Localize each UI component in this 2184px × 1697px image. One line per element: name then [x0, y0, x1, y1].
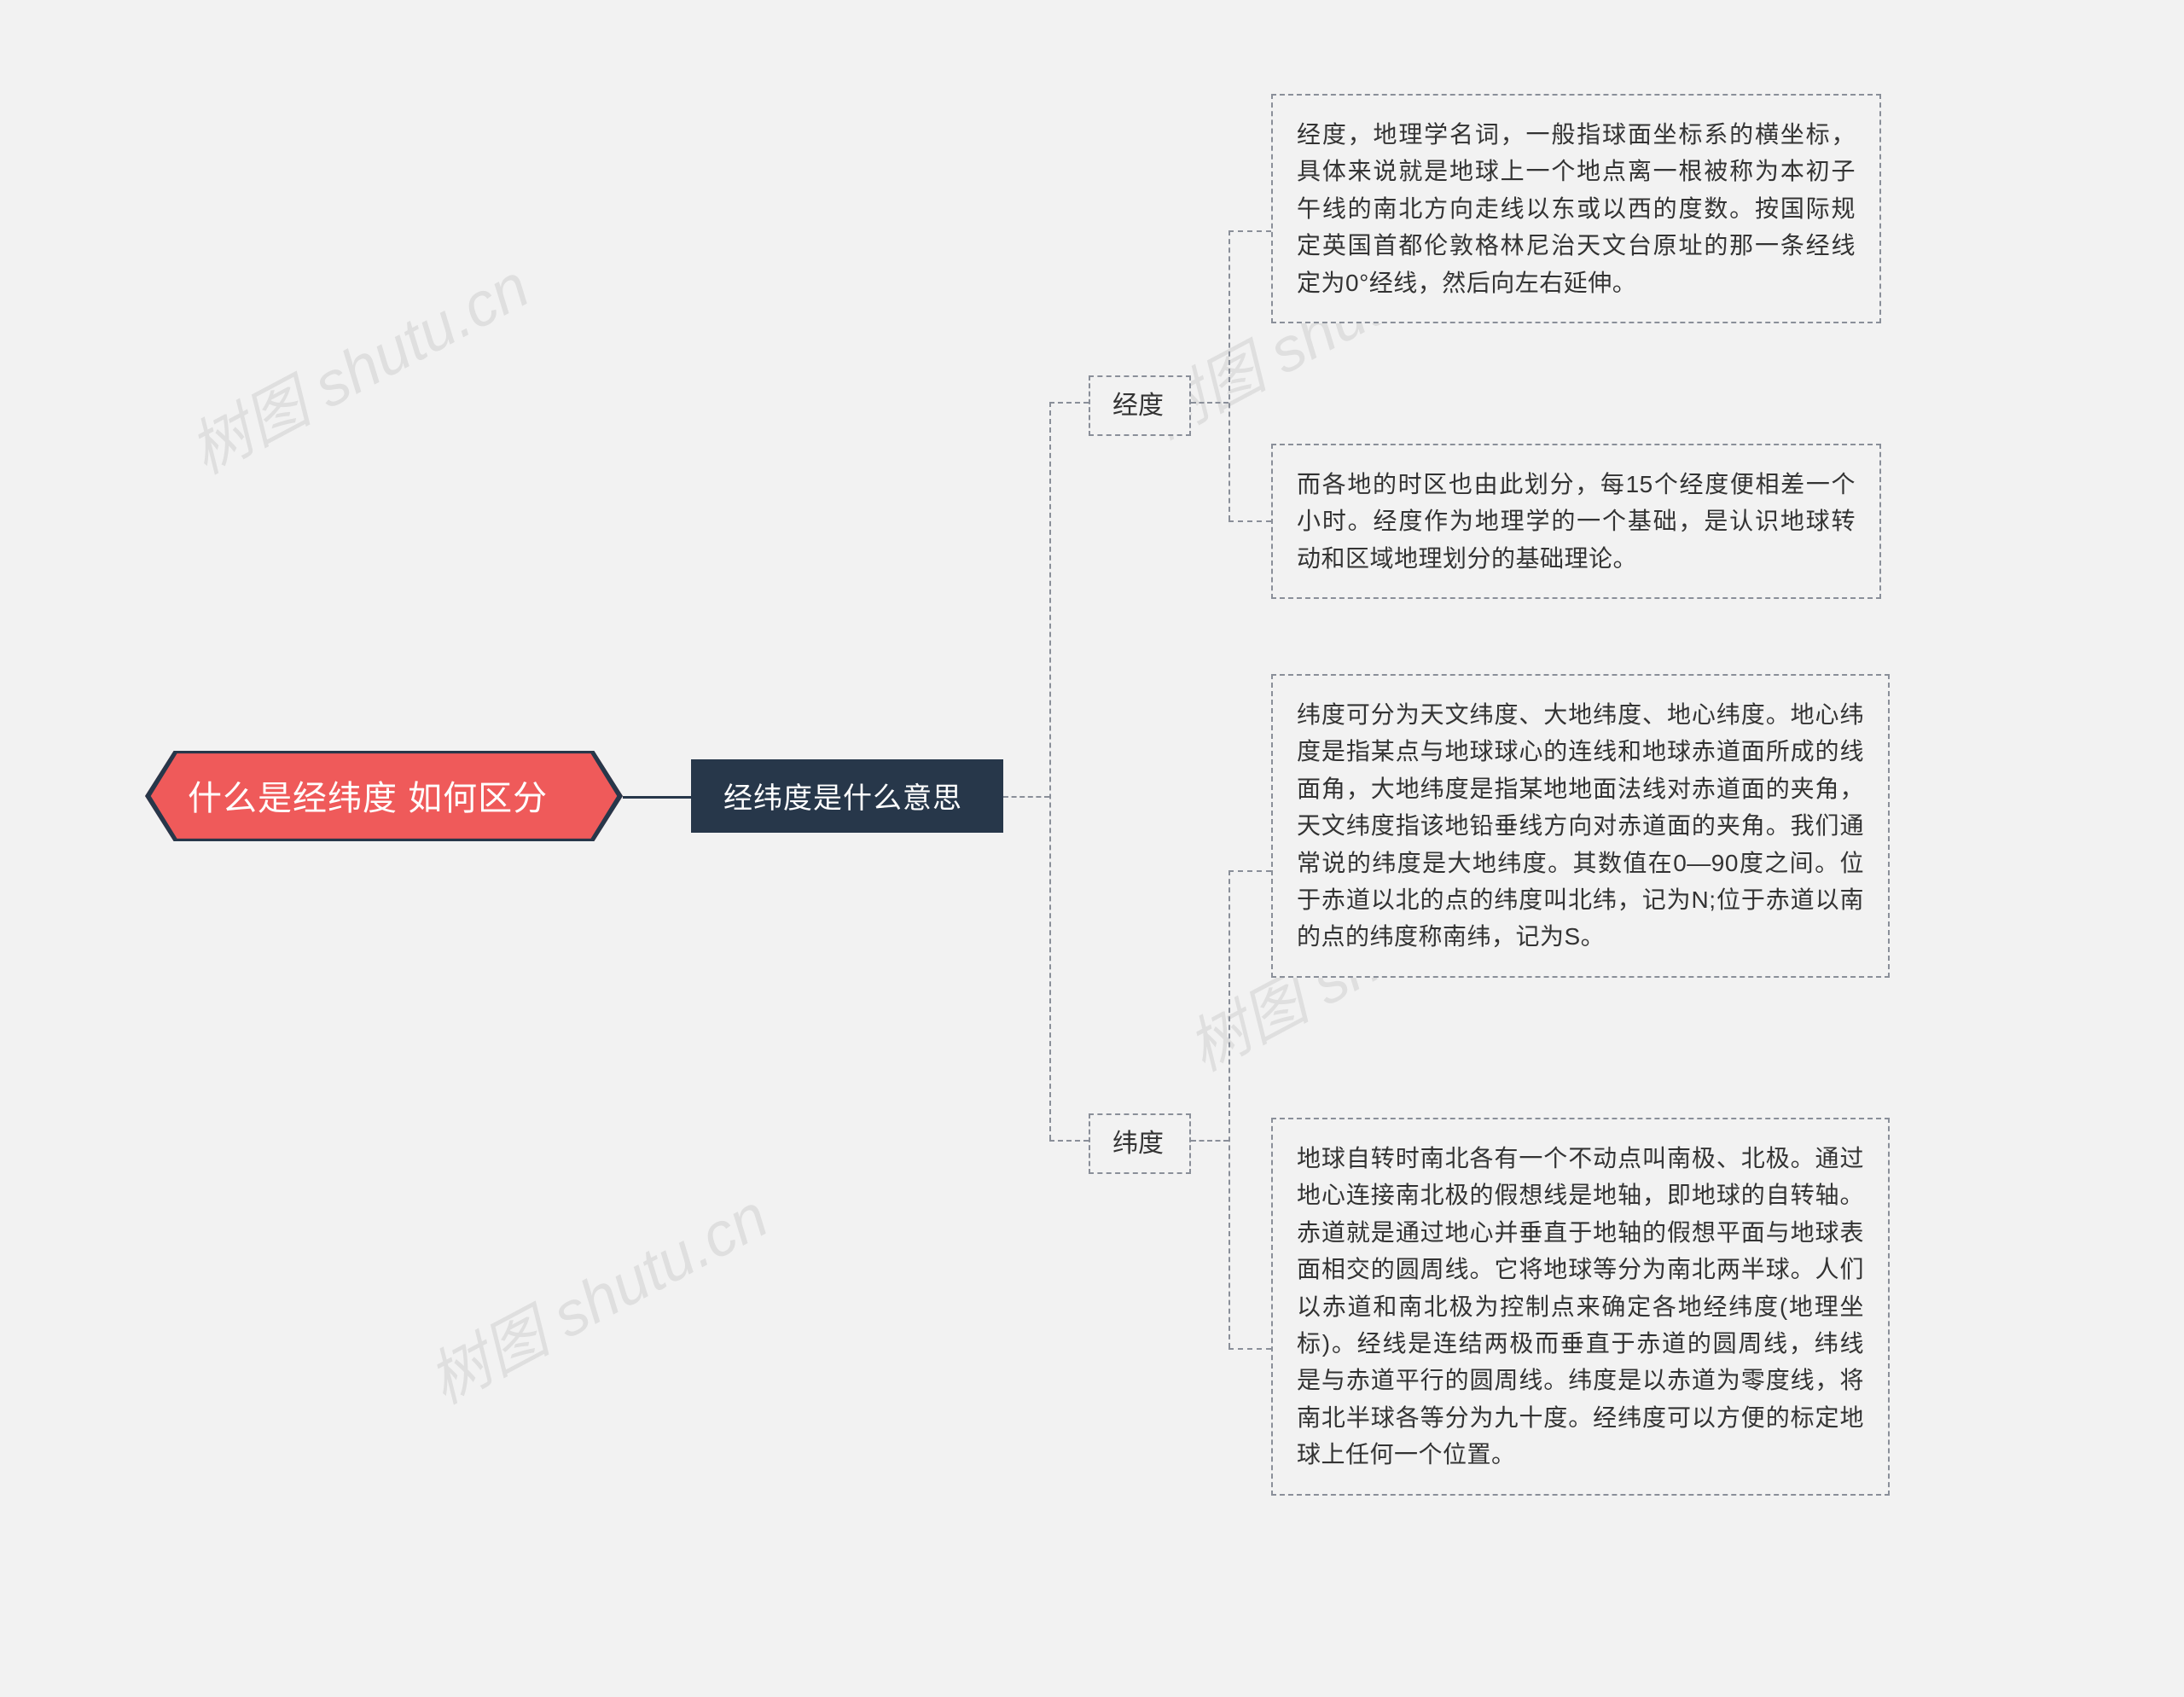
- leaf-text: 而各地的时区也由此划分，每15个经度便相差一个小时。经度作为地理学的一个基础，是…: [1297, 471, 1856, 572]
- lvl3-node-weidu: 纬度: [1089, 1113, 1191, 1174]
- connector: [1191, 1140, 1228, 1142]
- connector: [1049, 402, 1051, 1140]
- connector: [1003, 796, 1049, 798]
- connector: [1228, 870, 1271, 872]
- root-node: 什么是经纬度 如何区分: [145, 751, 623, 841]
- connector: [1228, 870, 1230, 1348]
- leaf-text: 经度，地理学名词，一般指球面坐标系的横坐标，具体来说就是地球上一个地点离一根被称…: [1297, 121, 1856, 296]
- connector: [1049, 402, 1089, 404]
- leaf-jingdu-2: 而各地的时区也由此划分，每15个经度便相差一个小时。经度作为地理学的一个基础，是…: [1271, 444, 1881, 599]
- connector: [1228, 230, 1271, 232]
- connector: [1191, 402, 1228, 404]
- lvl3-label: 纬度: [1112, 1130, 1164, 1158]
- leaf-weidu-2: 地球自转时南北各有一个不动点叫南极、北极。通过地心连接南北极的假想线是地轴，即地…: [1271, 1118, 1890, 1496]
- connector: [1049, 1140, 1089, 1142]
- connector: [1228, 230, 1230, 520]
- leaf-text: 地球自转时南北各有一个不动点叫南极、北极。通过地心连接南北极的假想线是地轴，即地…: [1297, 1145, 1864, 1467]
- connector-root-lvl2: [623, 796, 691, 799]
- connector: [1228, 1348, 1271, 1350]
- lvl3-label: 经度: [1112, 392, 1164, 420]
- mindmap-canvas: 树图 shutu.cn 树图 shutu.cn 树图 shutu.cn 树图 s…: [0, 0, 2184, 1697]
- leaf-weidu-1: 纬度可分为天文纬度、大地纬度、地心纬度。地心纬度是指某点与地球球心的连线和地球赤…: [1271, 674, 1890, 978]
- root-label: 什么是经纬度 如何区分: [188, 780, 548, 817]
- leaf-jingdu-1: 经度，地理学名词，一般指球面坐标系的横坐标，具体来说就是地球上一个地点离一根被称…: [1271, 94, 1881, 323]
- watermark: 树图 shutu.cn: [410, 1167, 781, 1421]
- lvl2-node: 经纬度是什么意思: [691, 759, 1003, 833]
- lvl3-node-jingdu: 经度: [1089, 375, 1191, 436]
- lvl2-label: 经纬度是什么意思: [723, 782, 962, 815]
- leaf-text: 纬度可分为天文纬度、大地纬度、地心纬度。地心纬度是指某点与地球球心的连线和地球赤…: [1297, 701, 1864, 950]
- connector: [1228, 520, 1271, 522]
- watermark: 树图 shutu.cn: [171, 237, 542, 491]
